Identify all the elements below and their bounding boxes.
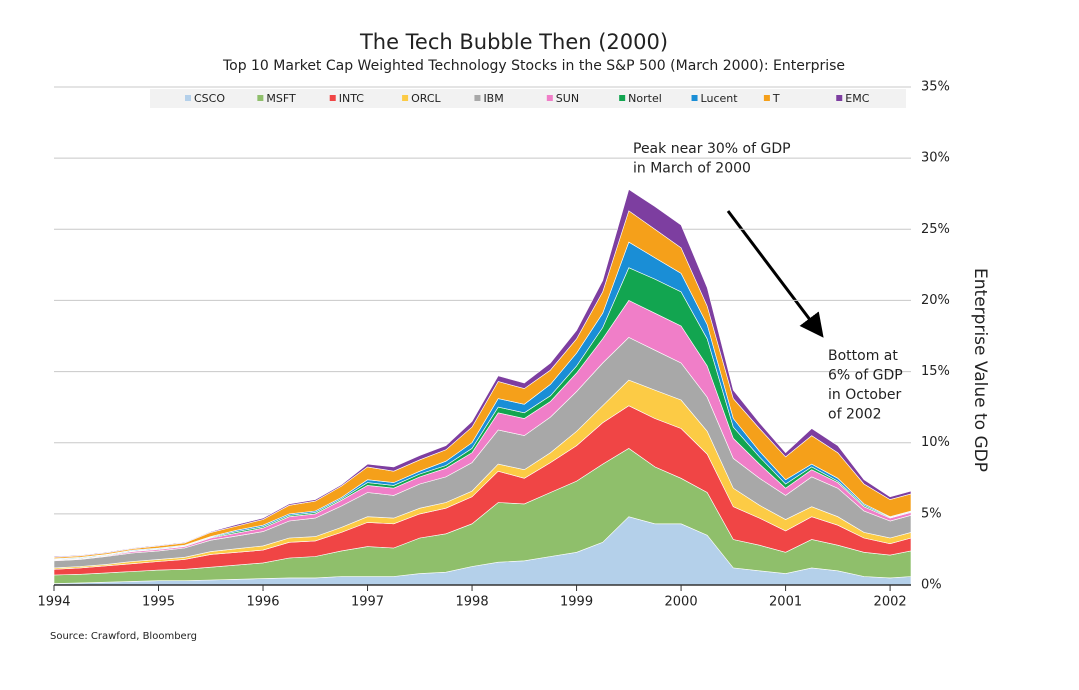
- legend-label: MSFT: [266, 92, 296, 105]
- legend-background: [150, 89, 906, 108]
- legend-swatch: [691, 95, 698, 101]
- chart-subtitle: Top 10 Market Cap Weighted Technology St…: [222, 58, 845, 74]
- annotation: 6% of GDP: [828, 368, 903, 384]
- x-tick-label: 1995: [142, 595, 175, 610]
- legend-label: ORCL: [411, 92, 441, 105]
- legend-label: CSCO: [194, 92, 225, 105]
- x-tick-label: 1994: [37, 595, 70, 610]
- source: Source: Crawford, Bloomberg: [50, 631, 197, 642]
- y-tick-label: 0%: [921, 578, 942, 593]
- y-tick-label: 20%: [921, 293, 950, 308]
- x-tick-label: 2001: [769, 595, 802, 610]
- x-tick-label: 1998: [456, 595, 489, 610]
- legend-label: Nortel: [628, 92, 662, 105]
- annotation: in October: [828, 387, 901, 403]
- legend-label: INTC: [339, 92, 365, 105]
- legend-swatch: [185, 95, 191, 101]
- area: [53, 188, 912, 558]
- x-tick-label: 1996: [246, 595, 279, 610]
- legend-swatch: [546, 95, 553, 101]
- y-tick-label: 35%: [921, 80, 950, 95]
- x-tick-label: 1997: [351, 595, 384, 610]
- chart-title: The Tech Bubble Then (2000): [359, 30, 668, 54]
- legend-swatch: [836, 95, 843, 101]
- legend-label: Lucent: [701, 92, 739, 105]
- areas: [53, 188, 912, 586]
- legend-swatch: [257, 95, 264, 101]
- legend-label: SUN: [556, 92, 579, 105]
- y-axis-label: Enterprise Value to GDP: [970, 268, 990, 472]
- x-tick-label: 1999: [560, 595, 593, 610]
- legend-swatch: [763, 95, 770, 101]
- legend-swatch: [402, 95, 409, 101]
- legend-label: IBM: [483, 92, 503, 105]
- annotation: Bottom at: [828, 348, 898, 364]
- y-tick-label: 10%: [921, 435, 950, 450]
- y-tick-label: 30%: [921, 151, 950, 166]
- annotation-arrow: [726, 210, 824, 338]
- annotation: in March of 2000: [633, 161, 751, 177]
- y-tick-label: 25%: [921, 222, 950, 237]
- y-tick-label: 5%: [921, 506, 942, 521]
- y-tick-label: 15%: [921, 364, 950, 379]
- x-tick-label: 2002: [874, 595, 907, 610]
- x-tick-label: 2000: [665, 595, 698, 610]
- legend-swatch: [474, 95, 481, 101]
- legend-label: EMC: [845, 92, 869, 105]
- annotation: Peak near 30% of GDP: [633, 141, 791, 157]
- legend-swatch: [619, 95, 626, 101]
- legend-label: T: [772, 92, 780, 105]
- annotation: of 2002: [828, 407, 882, 423]
- legend-swatch: [329, 95, 336, 101]
